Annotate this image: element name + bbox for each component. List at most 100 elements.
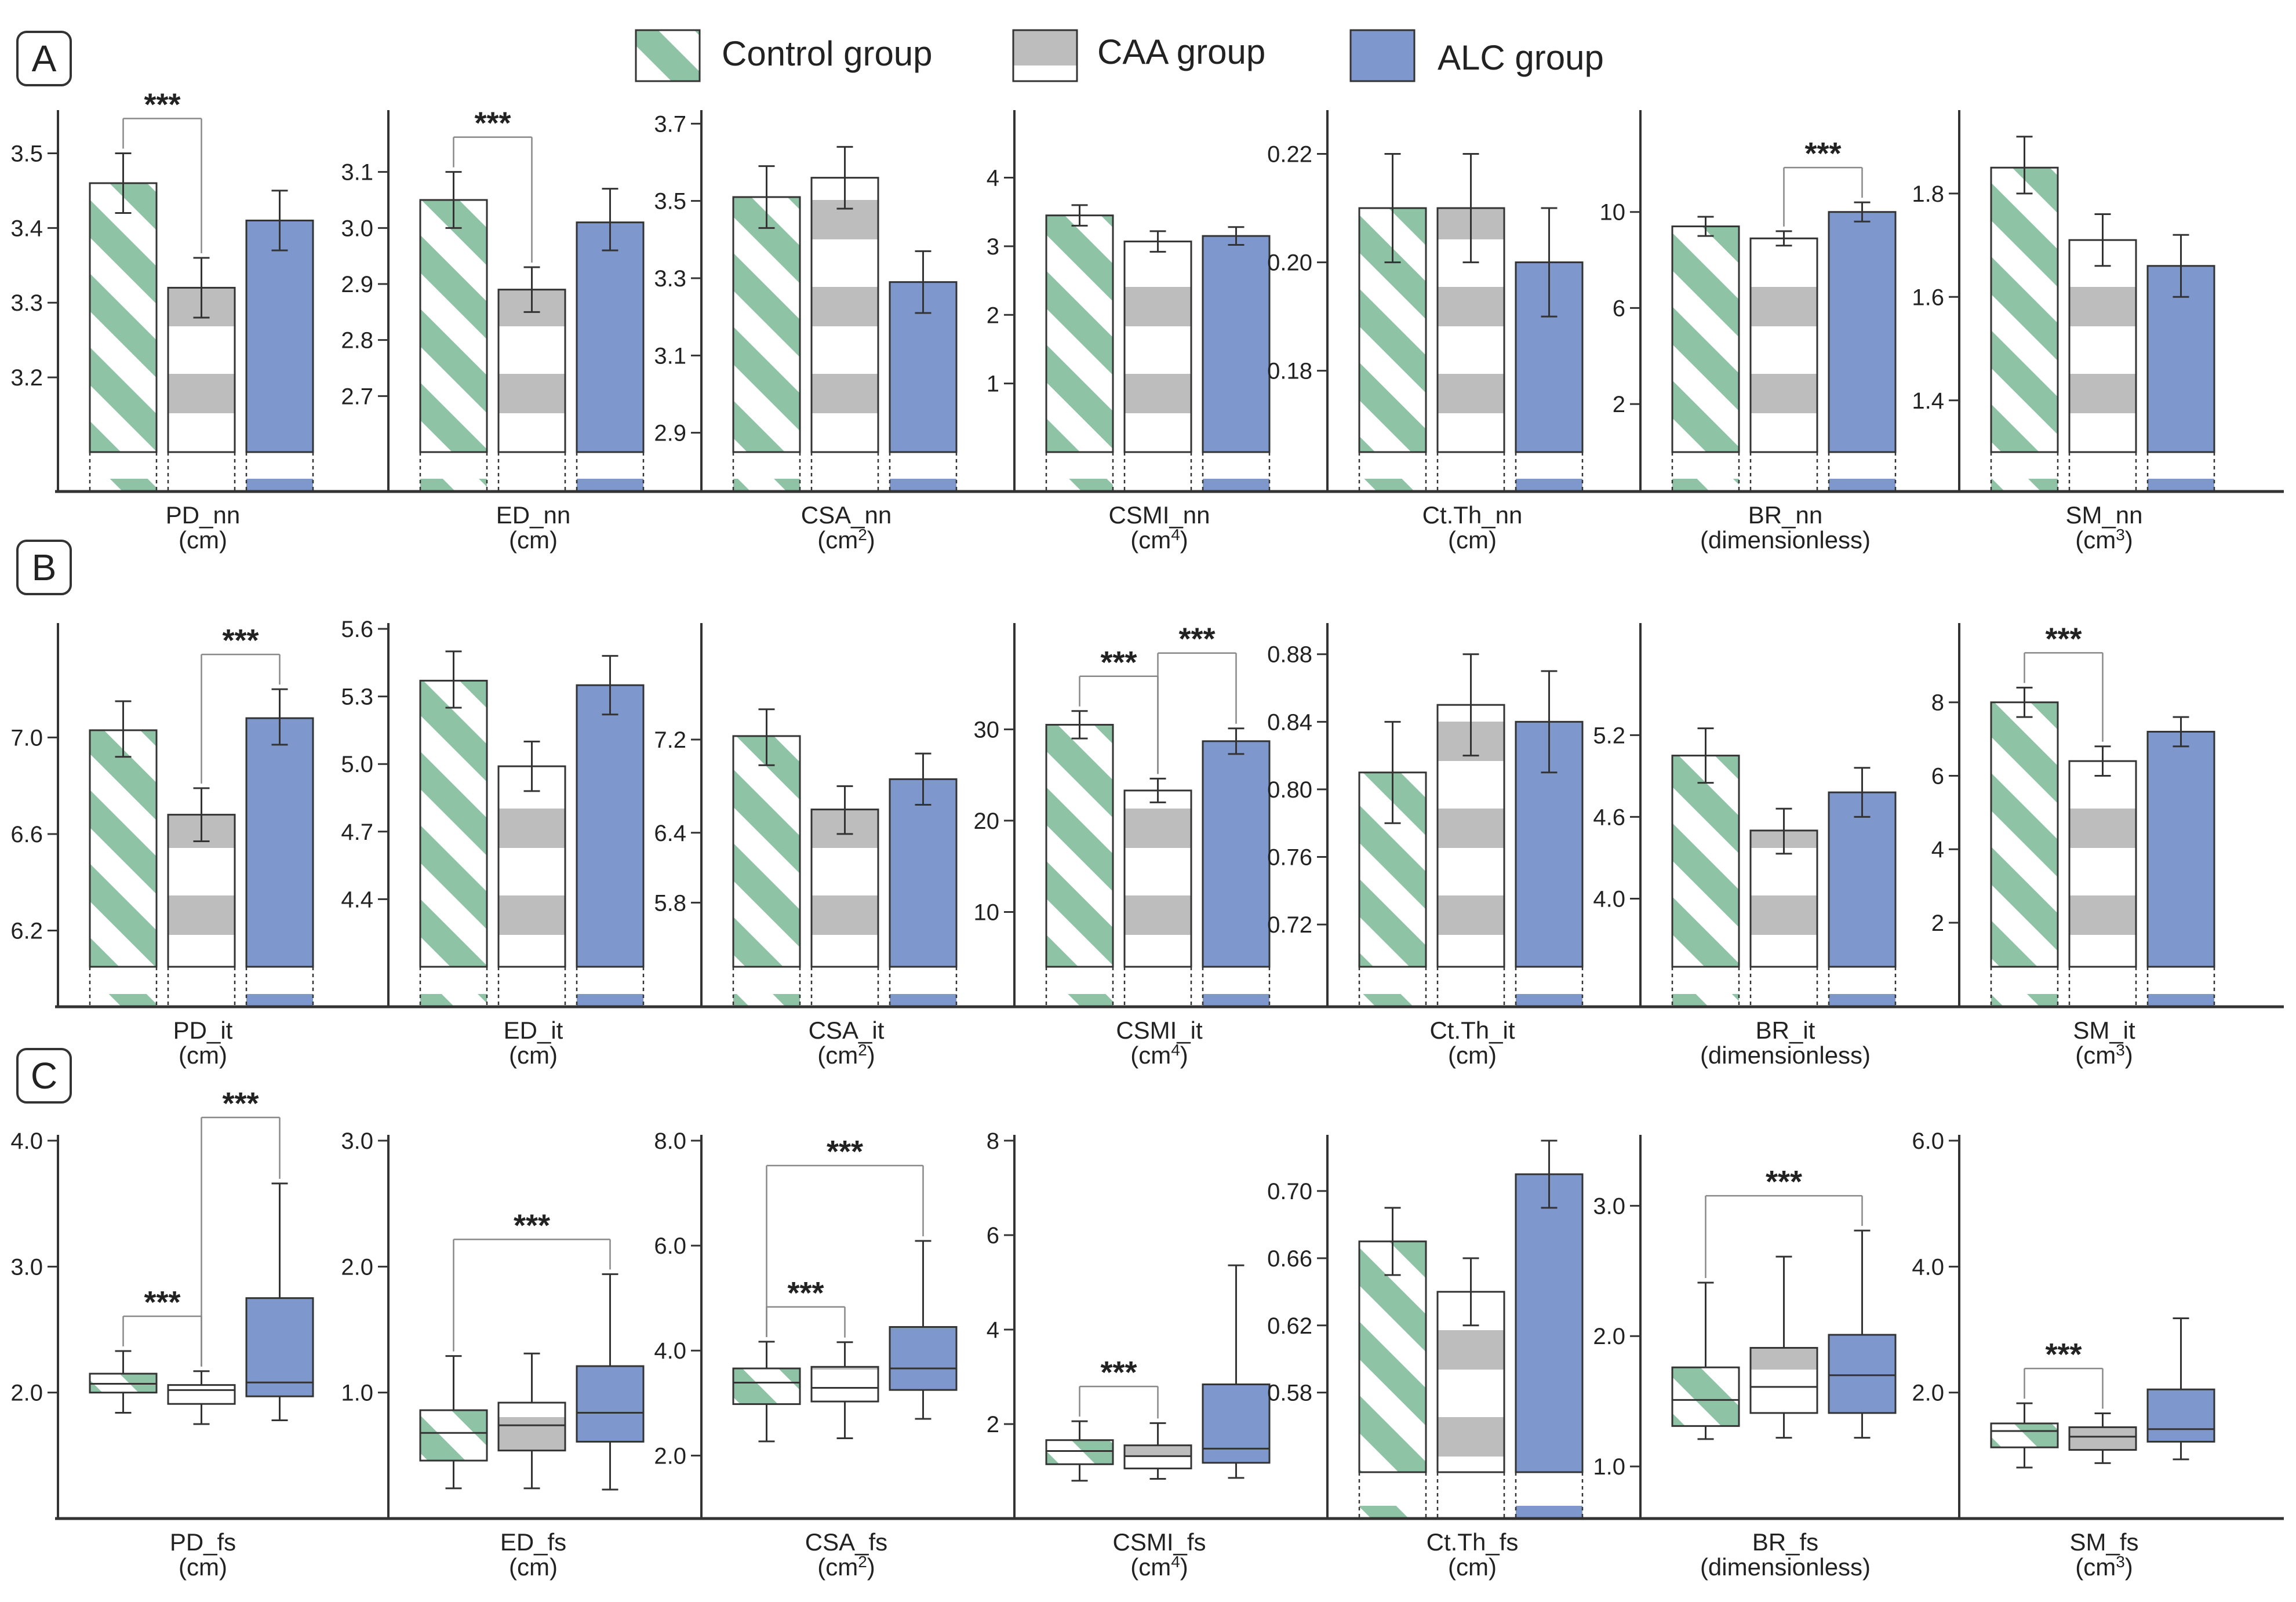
bar	[810, 177, 879, 453]
box	[576, 1365, 645, 1443]
y-tick-label: 6.6	[10, 822, 43, 847]
y-tick-label: 1.4	[1912, 388, 1944, 414]
x-axis-unit: (cm2)	[817, 1553, 875, 1581]
y-tick-label: 6.0	[1912, 1128, 1944, 1154]
box	[1202, 1383, 1271, 1464]
y-tick-label: 7.2	[654, 727, 686, 753]
box	[245, 1297, 314, 1397]
x-axis-label: Ct.Th_nn	[1422, 501, 1523, 529]
y-tick-label: 4	[987, 1317, 999, 1343]
significance-label: ***	[144, 1285, 180, 1320]
y-tick-label: 4	[1931, 837, 1944, 862]
chart-ed-fs: 1.0 2.0 3.0 *** ED_fs(cm)	[341, 1128, 678, 1581]
bar-stub	[1438, 1506, 1504, 1517]
bar	[245, 219, 314, 453]
bar-stub	[1203, 479, 1269, 490]
panel-label-b-text: B	[32, 547, 57, 588]
bar	[810, 809, 879, 968]
y-tick-label: 3.0	[341, 216, 373, 241]
chart-csmi-fs: 2 4 6 8 *** CSMI_fs(cm4)	[987, 1128, 1304, 1581]
bar-stub	[2069, 994, 2136, 1006]
bar-stub	[733, 994, 800, 1006]
x-axis-label: Ct.Th_fs	[1427, 1528, 1519, 1556]
y-tick-label: 2	[1613, 392, 1625, 417]
x-axis-label: CSA_nn	[801, 501, 892, 529]
significance-label: ***	[1804, 136, 1841, 171]
y-tick-label: 0.18	[1267, 359, 1312, 384]
panel-label-c-text: C	[31, 1055, 57, 1097]
y-tick-label: 0.22	[1267, 141, 1312, 167]
bar	[732, 196, 801, 453]
x-axis-label: CSA_fs	[805, 1528, 887, 1556]
x-axis-unit: (cm4)	[1130, 526, 1188, 554]
panel-label-a: A	[16, 31, 72, 86]
chart-csa-fs: 2.0 4.0 6.0 8.0 *** *** CSA_fs(cm2)	[654, 1128, 991, 1581]
chart-sm-it: 2 4 6 8 *** SM_it(cm3)	[1931, 621, 2249, 1069]
bar	[2146, 730, 2215, 968]
bar-stub	[890, 994, 956, 1006]
y-tick-label: 0.70	[1267, 1179, 1312, 1204]
significance-label: ***	[144, 87, 180, 122]
x-axis-label: SM_nn	[2065, 501, 2142, 529]
bar-stub	[246, 479, 313, 490]
y-tick-label: 5.0	[341, 752, 373, 777]
box	[419, 1409, 488, 1462]
y-tick-label: 3.1	[341, 160, 373, 185]
bar-stub	[1125, 479, 1191, 490]
legend-swatch-alc	[1349, 29, 1416, 82]
bar-stub	[1516, 479, 1582, 490]
chart-ed-nn: 2.7 2.8 2.9 3.0 3.1 *** ED_nn(cm)	[341, 106, 678, 554]
x-axis-unit: (cm)	[179, 526, 227, 554]
x-axis-unit: (cm)	[1448, 1042, 1497, 1069]
box	[2146, 1388, 2215, 1443]
bar-stub	[1359, 994, 1426, 1006]
bar	[2068, 760, 2137, 968]
box	[1671, 1366, 1740, 1427]
bar	[1828, 211, 1897, 453]
bar	[1123, 789, 1192, 968]
y-tick-label: 3.5	[654, 189, 686, 214]
x-axis-unit: (dimensionless)	[1700, 1042, 1871, 1069]
x-axis-label: BR_fs	[1752, 1528, 1818, 1556]
y-tick-label: 3.0	[10, 1254, 43, 1280]
y-tick-label: 3.1	[654, 343, 686, 369]
chart-ct-th-fs: 0.58 0.62 0.66 0.70 Ct.Th_fs(cm)	[1267, 1135, 1617, 1581]
chart-csa-it: 5.8 6.4 7.2 CSA_it(cm2)	[654, 623, 991, 1069]
x-axis-unit: (cm)	[179, 1553, 227, 1581]
x-axis-label: CSMI_fs	[1112, 1528, 1206, 1556]
bar-stub	[420, 479, 487, 490]
x-axis-unit: (cm)	[1448, 526, 1497, 554]
y-tick-label: 3.3	[654, 266, 686, 292]
bar	[497, 765, 566, 968]
bar-stub	[2148, 479, 2214, 490]
significance-label: ***	[2045, 621, 2082, 656]
x-axis-unit: (cm)	[1448, 1553, 1497, 1581]
bar	[1202, 740, 1271, 968]
y-tick-label: 6.2	[10, 919, 43, 944]
bar	[497, 289, 566, 453]
x-axis-label: BR_nn	[1748, 501, 1822, 529]
bar	[245, 717, 314, 968]
bar-stub	[168, 479, 235, 490]
y-tick-label: 2.9	[341, 272, 373, 297]
bar-stub	[1438, 994, 1504, 1006]
legend-item-alc: ALC group	[1349, 29, 1604, 82]
bar-stub	[1516, 994, 1582, 1006]
bar	[1045, 723, 1114, 968]
bar-stub	[1438, 479, 1504, 490]
y-tick-label: 3	[987, 234, 999, 260]
y-tick-label: 4.7	[341, 820, 373, 845]
significance-label: ***	[2045, 1337, 2082, 1372]
y-tick-label: 10	[1600, 200, 1626, 225]
y-tick-label: 2.0	[1912, 1381, 1944, 1406]
legend-swatch-caa	[1012, 29, 1078, 82]
chart-br-nn: 2 6 10 *** BR_nn(dimensionless)	[1600, 110, 1930, 554]
significance-label: ***	[1100, 645, 1137, 680]
bar-stub	[1359, 1506, 1426, 1517]
bar	[1123, 241, 1192, 453]
significance-label: ***	[222, 1086, 259, 1121]
bar-stub	[2148, 994, 2214, 1006]
y-tick-label: 6	[987, 1223, 999, 1248]
bar	[1990, 166, 2059, 453]
x-axis-label: CSA_it	[809, 1017, 885, 1044]
